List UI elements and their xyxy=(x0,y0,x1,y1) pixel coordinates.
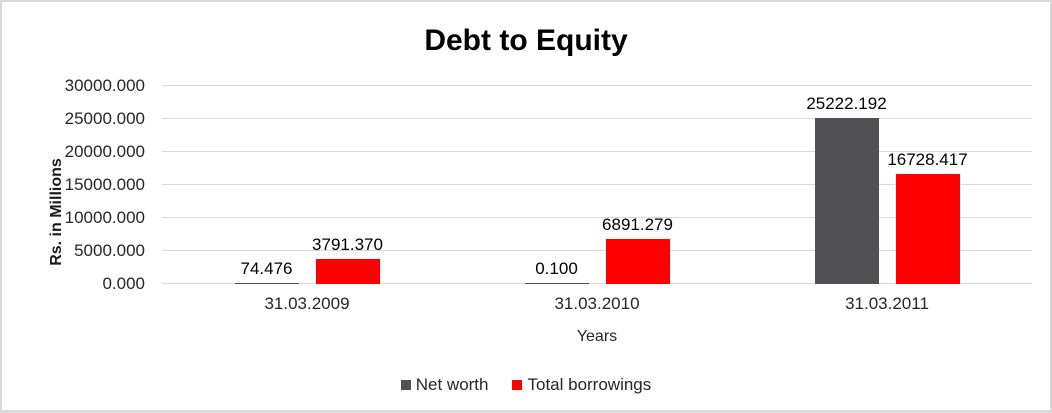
legend-item-net-worth: Net worth xyxy=(400,375,489,395)
data-label-total-borrowings-31-03-2011: 16728.417 xyxy=(887,150,968,169)
bar-total-borrowings-31-03-2011 xyxy=(895,174,960,284)
gridline-15000.000 xyxy=(162,184,1032,185)
y-tick-label: 10000.000 xyxy=(64,208,145,227)
y-tick-label: 30000.000 xyxy=(64,76,145,95)
bar-net-worth-31-03-2009 xyxy=(234,283,299,284)
bar-total-borrowings-31-03-2009 xyxy=(315,259,380,284)
y-tick-label: 20000.000 xyxy=(64,142,145,161)
legend: Net worth Total borrowings xyxy=(2,375,1050,395)
data-label-net-worth-31-03-2011: 25222.192 xyxy=(806,94,887,113)
gridline-5000.000 xyxy=(162,250,1032,251)
data-label-total-borrowings-31-03-2009: 3791.370 xyxy=(312,235,383,254)
legend-label-total-borrowings: Total borrowings xyxy=(527,375,652,394)
data-label-net-worth-31-03-2010: 0.100 xyxy=(535,259,578,278)
bar-net-worth-31-03-2011 xyxy=(814,118,879,284)
x-category-label-31-03-2010: 31.03.2010 xyxy=(554,294,640,313)
bar-net-worth-31-03-2010 xyxy=(524,283,589,284)
plot-area: 74.476 3791.370 0.100 6891.279 25222.192 1672… xyxy=(162,85,1032,284)
gridline-20000.000 xyxy=(162,151,1032,152)
legend-marker-total-borrowings xyxy=(512,380,523,390)
y-tick-label: 15000.000 xyxy=(64,175,145,194)
x-category-label-31-03-2009: 31.03.2009 xyxy=(264,294,350,313)
y-tick-label: 0.000 xyxy=(102,274,145,293)
legend-marker-net-worth xyxy=(400,380,411,390)
bar-total-borrowings-31-03-2010 xyxy=(605,239,670,284)
gridline-10000.000 xyxy=(162,217,1032,218)
chart-title: Debt to Equity xyxy=(424,24,628,57)
x-category-label-31-03-2011: 31.03.2011 xyxy=(845,294,929,313)
y-tick-label: 5000.000 xyxy=(74,241,145,260)
gridline-0.000 xyxy=(162,283,1032,284)
y-tick-label: 25000.000 xyxy=(64,109,145,128)
x-axis-title: Years xyxy=(576,328,618,345)
data-label-net-worth-31-03-2009: 74.476 xyxy=(240,259,293,278)
legend-label-net-worth: Net worth xyxy=(415,375,489,394)
gridline-30000.000 xyxy=(162,85,1032,86)
gridline-25000.000 xyxy=(162,118,1032,119)
data-label-total-borrowings-31-03-2010: 6891.279 xyxy=(602,215,673,234)
legend-item-total-borrowings: Total borrowings xyxy=(512,375,651,395)
